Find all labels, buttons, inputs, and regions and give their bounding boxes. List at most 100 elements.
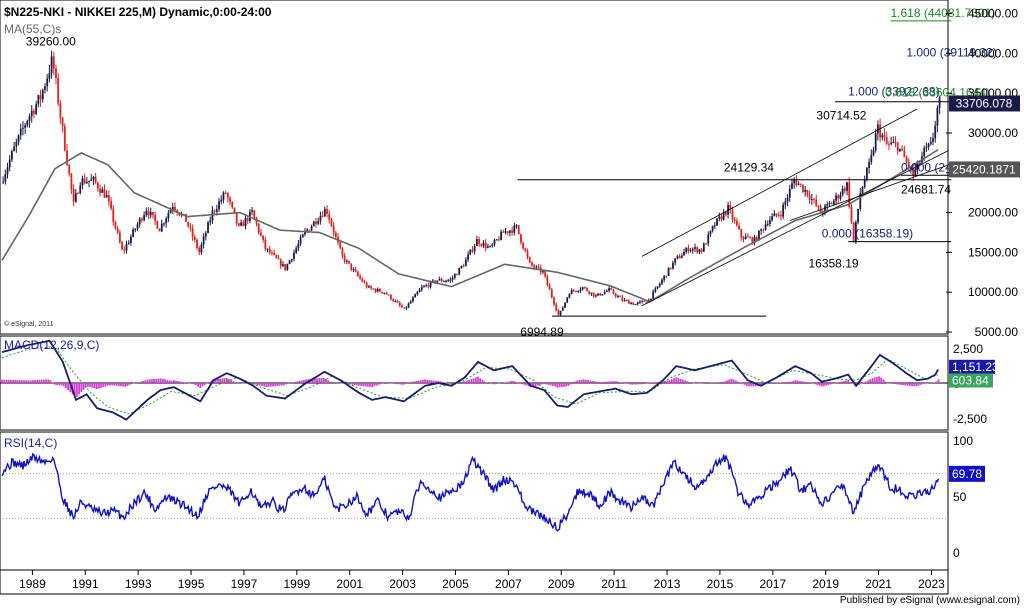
price-candle-body	[11, 151, 13, 160]
macd-histogram-bar	[301, 380, 303, 383]
price-candle-body	[419, 290, 421, 293]
macd-histogram-bar	[728, 380, 730, 383]
rsi-label: RSI(14,C)	[4, 436, 57, 450]
price-candle-body	[934, 126, 936, 139]
price-candle-body	[165, 219, 167, 224]
price-candle-body	[425, 285, 427, 286]
macd-histogram-bar	[89, 383, 91, 387]
macd-histogram-bar	[495, 383, 497, 384]
price-candle-body	[626, 300, 628, 301]
macd-histogram-bar	[175, 381, 177, 383]
macd-histogram-bar	[737, 382, 739, 383]
price-candle-body	[591, 293, 593, 294]
price-candle-body	[712, 226, 714, 231]
macd-histogram-bar	[140, 382, 142, 383]
price-candle-body	[201, 245, 203, 253]
price-candle-body	[300, 237, 302, 243]
price-candle-body	[35, 104, 37, 114]
price-candle-body	[44, 86, 46, 90]
macd-histogram-bar	[94, 383, 96, 388]
price-candle-body	[22, 128, 24, 129]
macd-histogram-bar	[869, 379, 871, 383]
macd-histogram-bar	[151, 379, 153, 383]
macd-histogram-bar	[733, 379, 735, 383]
price-candle-body	[641, 301, 643, 302]
macd-histogram-bar	[827, 383, 829, 385]
macd-histogram-bar	[894, 383, 896, 384]
price-candle-body	[736, 221, 738, 226]
price-candle-body	[485, 243, 487, 248]
macd-histogram-bar	[292, 382, 294, 383]
macd-histogram-bar	[849, 382, 851, 383]
price-candle-body	[650, 299, 652, 300]
price-candle-body	[522, 243, 524, 249]
price-candle-body	[866, 168, 868, 180]
price-candle-body	[139, 219, 141, 225]
macd-histogram-bar	[380, 383, 382, 384]
macd-histogram-bar	[825, 383, 827, 385]
price-candle-body	[696, 247, 698, 252]
macd-histogram-bar	[358, 383, 360, 386]
macd-histogram-bar	[594, 381, 596, 383]
fib-level-label: 0.000 (16358.19)	[822, 227, 913, 241]
macd-histogram-bar	[585, 380, 587, 383]
price-candle-body	[813, 199, 815, 200]
price-candle-body	[535, 266, 537, 267]
price-candle-body	[238, 223, 240, 225]
macd-histogram-bar	[420, 380, 422, 383]
macd-histogram-bar	[102, 383, 104, 387]
macd-histogram-bar	[642, 383, 644, 384]
macd-histogram-bar	[327, 380, 329, 383]
time-tick-label: 1991	[72, 577, 99, 591]
macd-histogram-bar	[675, 377, 677, 383]
macd-histogram-bar	[581, 380, 583, 383]
price-candle-body	[370, 286, 372, 288]
price-candle-body	[386, 293, 388, 295]
price-candle-body	[344, 256, 346, 262]
macd-histogram-bar	[255, 383, 257, 385]
price-annotation: 39260.00	[26, 34, 76, 48]
macd-histogram-bar	[129, 383, 131, 385]
price-candle-body	[718, 216, 720, 218]
macd-histogram-bar	[422, 380, 424, 383]
price-annotation: 16358.19	[808, 257, 858, 271]
rsi-last-value: 69.78	[952, 467, 982, 481]
price-candle-body	[778, 215, 780, 216]
price-candle-body	[134, 229, 136, 230]
price-candle-body	[143, 215, 145, 220]
price-candle-body	[469, 250, 471, 255]
price-candle-body	[580, 290, 582, 291]
macd-histogram-bar	[105, 383, 107, 386]
price-candle-body	[672, 263, 674, 269]
rsi-tick-label: 50	[953, 490, 967, 504]
price-candle-body	[776, 214, 778, 216]
time-tick-label: 2007	[495, 577, 522, 591]
price-candle-body	[447, 280, 449, 281]
price-candle-body	[862, 187, 864, 193]
macd-histogram-bar	[678, 378, 680, 383]
macd-histogram-bar	[67, 383, 69, 390]
macd-histogram-bar	[294, 382, 296, 383]
price-candle-body	[97, 183, 99, 189]
macd-histogram-bar	[204, 383, 206, 385]
price-candle-body	[679, 256, 681, 258]
macd-histogram-bar	[541, 383, 543, 384]
price-candle-body	[703, 244, 705, 252]
macd-histogram-bar	[821, 383, 823, 387]
macd-histogram-bar	[651, 382, 653, 383]
price-candle-body	[40, 95, 42, 99]
price-candle-body	[925, 147, 927, 148]
macd-histogram-bar	[673, 378, 675, 383]
macd-histogram-bar	[197, 383, 199, 387]
macd-histogram-bar	[411, 382, 413, 383]
macd-histogram-bar	[887, 383, 889, 384]
price-candle-body	[818, 206, 820, 207]
price-candle-body	[326, 209, 328, 214]
price-candle-body	[595, 295, 597, 296]
macd-histogram-bar	[30, 380, 32, 383]
price-candle-body	[9, 160, 11, 168]
price-candle-body	[68, 165, 70, 174]
macd-histogram-bar	[100, 383, 102, 388]
price-candle-body	[745, 236, 747, 239]
price-candle-body	[397, 301, 399, 303]
